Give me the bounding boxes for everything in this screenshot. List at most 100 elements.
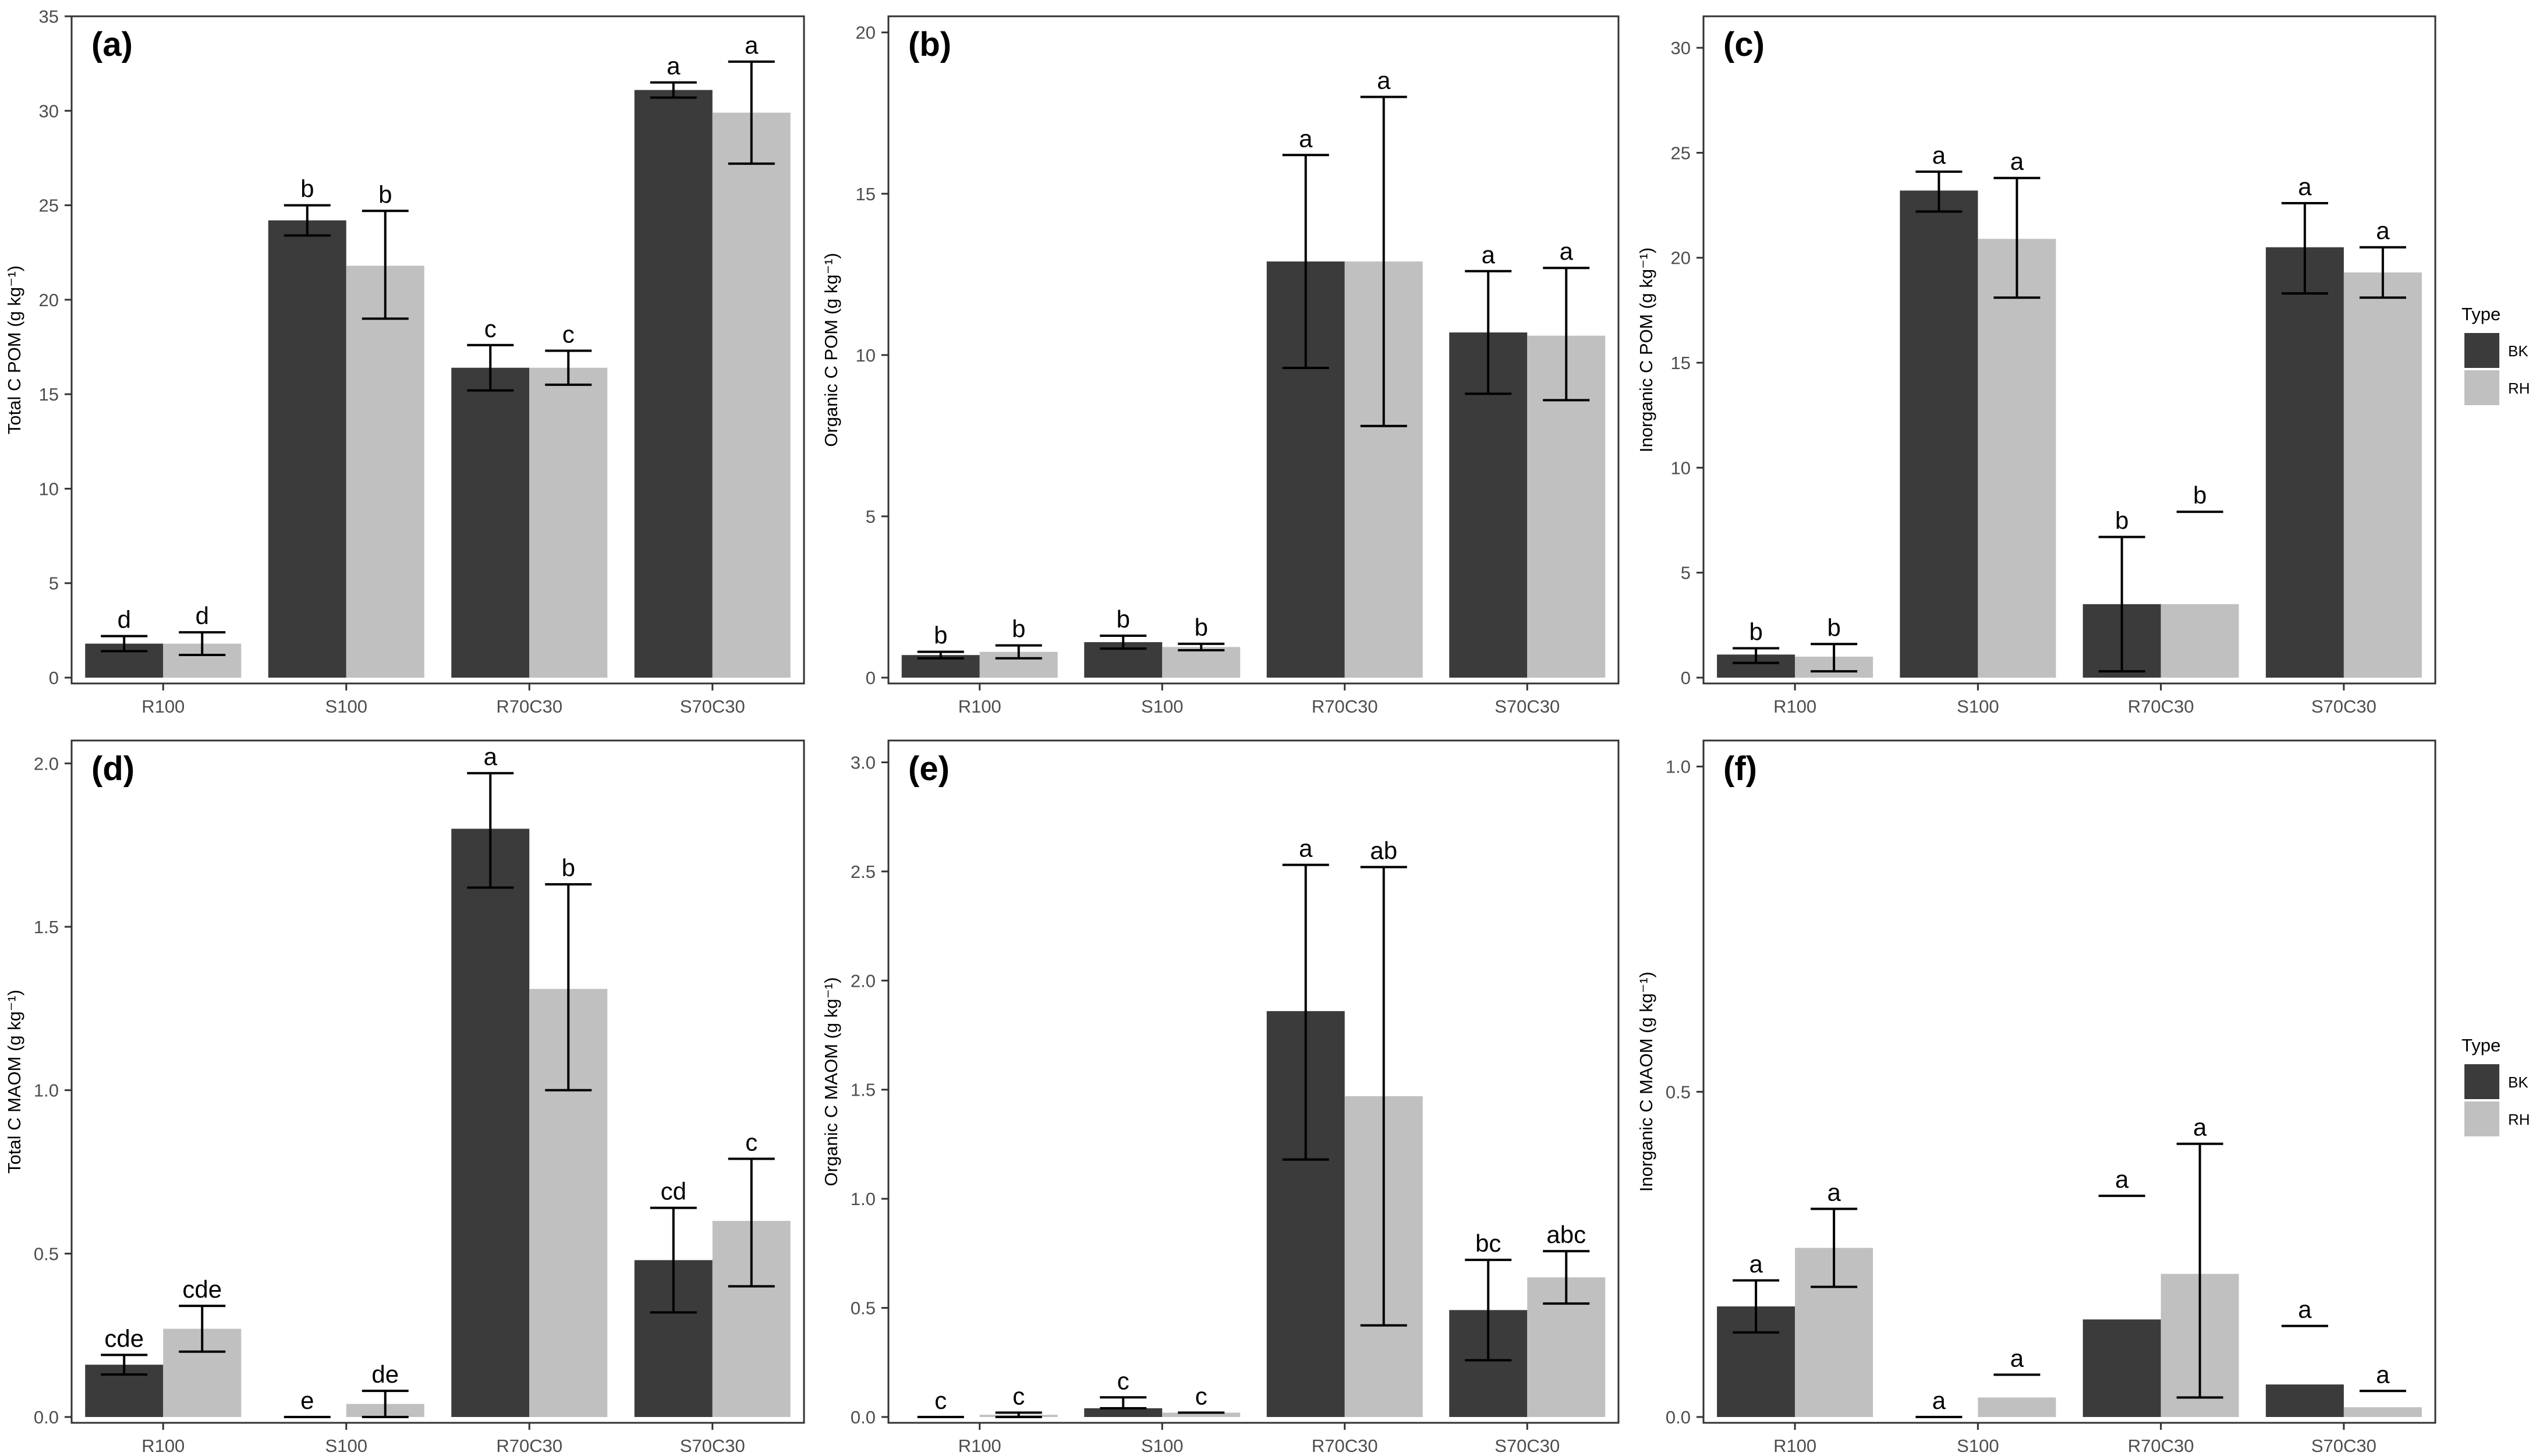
significance-letter: ab [1370,837,1397,864]
bar-rh [1978,239,2056,678]
y-tick-label: 20 [39,290,59,310]
x-tick-label: S100 [1141,1436,1183,1456]
x-tick-label: R100 [1773,696,1816,717]
y-axis-title: Organic C POM (g kg⁻¹) [821,253,841,447]
significance-letter: d [118,606,131,633]
x-tick-label: R70C30 [1312,696,1378,717]
x-tick-label: R100 [1773,1436,1816,1456]
significance-letter: cde [182,1276,222,1303]
y-axis-title: Total C MAOM (g kg⁻¹) [4,990,24,1174]
y-tick-label: 1.0 [851,1189,876,1209]
panel-label: (e) [908,750,950,788]
bar-bk [634,90,713,678]
bar-bk [2265,1384,2344,1417]
significance-letter: c [1117,1367,1129,1394]
significance-letter: c [934,1387,947,1414]
bar-bk [2265,247,2344,678]
y-tick-label: 15 [39,384,59,405]
significance-letter: b [378,180,392,208]
significance-letter: a [2193,1114,2207,1141]
x-tick-label: S100 [325,696,367,717]
y-tick-label: 2.0 [34,753,59,774]
plot-frame [1702,15,2436,685]
significance-letter: e [300,1387,314,1414]
x-tick-label: S70C30 [680,696,745,717]
significance-letter: bc [1475,1230,1501,1257]
significance-letter: b [1827,614,1840,641]
significance-letter: b [2115,506,2128,534]
y-tick-label: 1.5 [34,917,59,937]
y-tick-label: 0 [1681,668,1691,688]
significance-letter: b [1117,605,1130,633]
y-tick-label: 0.5 [1666,1082,1691,1102]
significance-letter: c [484,315,497,342]
significance-letter: a [1932,1387,1946,1414]
x-tick-label: S70C30 [1494,696,1560,717]
chart-panel-4: 0.0 0.5 1.0 1.5 2.0 2.5 3.0 R100 S100 R70C30 S70C3… [821,739,1620,1456]
y-tick-label: 30 [1671,38,1691,58]
legend-label: RH [2508,1111,2530,1128]
x-tick-label: R70C30 [496,696,562,717]
y-axis-title: Organic C MAOM (g kg⁻¹) [821,977,841,1186]
plot-frame [887,15,1620,685]
significance-letter: b [1012,615,1025,643]
y-tick-label: 10 [39,479,59,499]
x-tick-label: R100 [958,696,1001,717]
plot-frame [1702,739,2436,1424]
significance-letter: c [562,320,575,348]
y-tick-label: 20 [856,23,876,43]
significance-letter: a [667,52,681,80]
legend-label: BK [2508,342,2528,360]
bar-rh [346,265,424,678]
x-tick-label: R70C30 [496,1436,562,1456]
significance-letter: a [2298,173,2312,200]
bar-rh [712,112,791,678]
significance-letter: c [1195,1383,1207,1410]
y-tick-label: 25 [39,196,59,216]
bar-rh [2161,604,2239,678]
legend-title: Type [2461,1035,2501,1055]
x-tick-label: S100 [1141,696,1183,717]
bar-rh [1978,1397,2056,1417]
y-tick-label: 0.0 [34,1407,59,1427]
y-tick-label: 10 [1671,458,1691,478]
significance-letter: a [1482,241,1496,268]
significance-letter: c [1012,1383,1025,1410]
y-tick-label: 1.0 [34,1081,59,1101]
significance-letter: abc [1546,1221,1586,1248]
y-tick-label: 0.0 [851,1407,876,1427]
y-tick-label: 5 [49,573,59,594]
significance-letter: b [1749,618,1762,646]
panel-label: (d) [91,750,134,788]
bar-rh [1162,1412,1241,1417]
bar-bk [1900,190,1978,678]
significance-letter: a [2010,148,2024,175]
bar-bk [2082,1319,2161,1417]
legend-label: BK [2508,1074,2528,1091]
legend: Type BK RH [2461,1035,2530,1136]
significance-letter: de [371,1361,399,1388]
chart-panel-1: 0 5 10 15 20 R100 S100 R70C30 S70C30 b b a a b b a a (b) O… [821,15,1620,717]
significance-letter: a [2115,1165,2129,1193]
x-tick-label: R70C30 [1312,1436,1378,1456]
y-tick-label: 2.5 [851,862,876,882]
x-tick-label: S70C30 [2311,1436,2376,1456]
bar-rh [2343,272,2422,678]
significance-letter: b [562,854,575,881]
x-tick-label: R100 [141,1436,185,1456]
y-tick-label: 1.5 [851,1080,876,1100]
significance-letter: a [2376,1361,2390,1388]
bar-rh [529,367,608,678]
y-axis-title: Total C POM (g kg⁻¹) [4,265,24,434]
bar-bk [1084,1408,1163,1417]
significance-letter: a [745,31,759,59]
significance-letter: a [2298,1296,2312,1323]
significance-letter: b [934,622,947,649]
bar-bk [451,828,530,1417]
y-tick-label: 5 [1681,563,1691,583]
significance-letter: a [1749,1250,1763,1277]
y-axis-title: Inorganic C MAOM (g kg⁻¹) [1636,972,1656,1192]
x-tick-label: S70C30 [680,1436,745,1456]
y-tick-label: 0 [866,668,876,688]
